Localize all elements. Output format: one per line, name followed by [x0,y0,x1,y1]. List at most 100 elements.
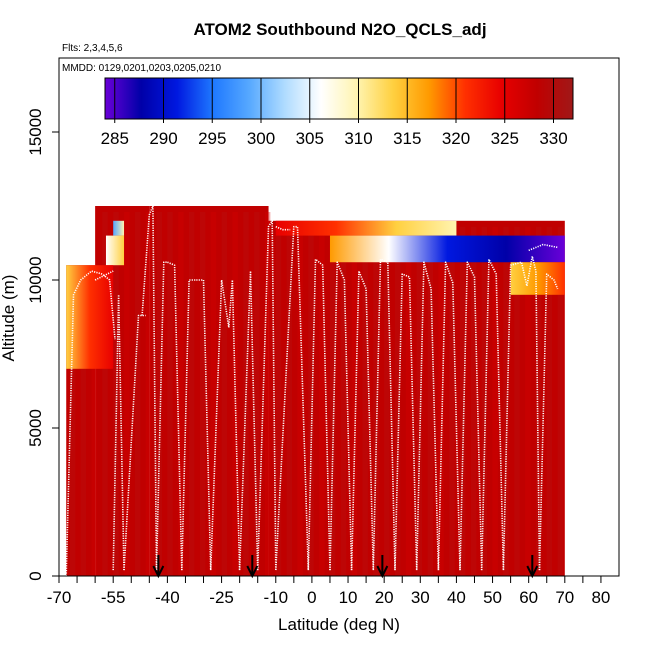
curtain-column [189,212,195,576]
flight-track [502,261,528,571]
x-tick-label: -25 [209,588,234,607]
colorbar: 285 290 295 300 305 310 315 320 325 330 [101,77,574,148]
flight-track [480,258,505,571]
flight-track [181,279,197,571]
y-tick-label: 5000 [26,409,45,447]
curtain-column [340,226,347,577]
x-tick-label: 50 [483,588,502,607]
colorbar-tick-label: 300 [247,129,275,148]
flight-track [123,314,146,571]
curtain-column [178,212,184,576]
colorbar-tick-label: 295 [198,129,226,148]
curtain-segment [149,206,269,576]
colorbar-tick-label: 305 [296,129,324,148]
curtain-column [124,212,130,576]
x-tick-label: 30 [411,588,430,607]
chart-title: ATOM2 Southbound N2O_QCLS_adj [193,20,486,39]
curtain-column [525,226,531,577]
flight-track [275,225,291,231]
curtain-column [362,226,368,577]
y-axis: 0 5000 10000 15000 [26,108,59,581]
curtain-column [481,226,488,577]
flight-track [437,261,461,571]
curtain-feature [510,262,565,295]
colorbar-tick-label: 320 [442,129,470,148]
curtain-feature [66,265,114,369]
flights-note: Flts: 2,3,4,5,6 [62,43,123,54]
flight-track [112,293,125,571]
curtain-column [395,226,401,577]
flight-track [275,225,310,571]
curtain-column [264,212,271,576]
colorbar-tick-label: 315 [393,129,421,148]
curtain-column [221,212,227,576]
colorbar-tick-label: 325 [491,129,519,148]
colorbar-tick-label: 310 [344,129,372,148]
curtain-column [210,212,217,576]
x-tick-label: -55 [101,588,126,607]
x-axis-label: Latitude (deg N) [278,615,400,634]
curtain-column [373,226,379,577]
curtain-column [329,226,336,577]
curtain-column [275,226,282,577]
x-axis: -70 -55 -40 -25 -10 0 10 20 30 40 50 60 70 80 [47,576,610,607]
curtain-column [470,226,477,577]
flight-track [167,261,183,571]
colorbar-tick-label: 330 [539,129,567,148]
flight-track [65,270,116,577]
curtain-column [134,212,141,576]
curtain-column [319,226,325,577]
x-tick-label: 60 [519,588,538,607]
colorbar-tick-label: 290 [149,129,177,148]
x-tick-label: 40 [447,588,466,607]
curtain-feature [329,235,565,263]
x-tick-label: 0 [307,588,316,607]
curtain-column [557,226,563,577]
colorbar-tick-label: 285 [101,129,129,148]
curtain-column [199,212,206,576]
curtain-column [69,271,76,576]
dates-note: MMDD: 0129,0201,0203,0205,0210 [62,63,221,74]
flight-track [141,205,158,571]
x-tick-label: 70 [555,588,574,607]
curtain-column [384,226,390,577]
x-tick-label: 10 [339,588,358,607]
curtain-column [286,226,293,577]
curtain-feature [275,220,457,236]
flight-track [209,279,230,571]
flight-track [329,261,353,571]
y-tick-label: 15000 [26,108,45,155]
flight-track [196,279,212,571]
flight-track [528,243,558,252]
curtain-column [405,226,412,577]
curtain-column [102,212,108,576]
curtain-feature [113,220,125,236]
flight-track [372,258,396,571]
curtain-column [145,212,152,576]
x-tick-label: -40 [155,588,180,607]
flight-track [526,255,541,571]
curtain-column [156,212,162,576]
curtain-column [351,226,358,577]
curtain-column [416,226,423,577]
curtain-column [427,226,433,577]
y-tick-label: 0 [26,571,45,580]
curtain-column [449,226,455,577]
curtain-column [503,226,509,577]
x-tick-label: -10 [263,588,288,607]
curtain-column [167,212,173,576]
plot-frame [58,57,620,577]
flight-track [94,270,114,281]
plot-region [65,205,565,579]
flight-track [350,270,375,571]
flight-track [538,273,559,571]
y-tick-label: 10000 [26,256,45,303]
flight-track [155,261,168,571]
curtain-column [514,226,520,577]
curtain-column [460,226,466,577]
flight-track [394,273,418,571]
flight-track [228,279,241,571]
curtain-column [492,226,498,577]
curtain-column [546,226,553,577]
y-axis-label: Altitude (m) [0,275,18,362]
